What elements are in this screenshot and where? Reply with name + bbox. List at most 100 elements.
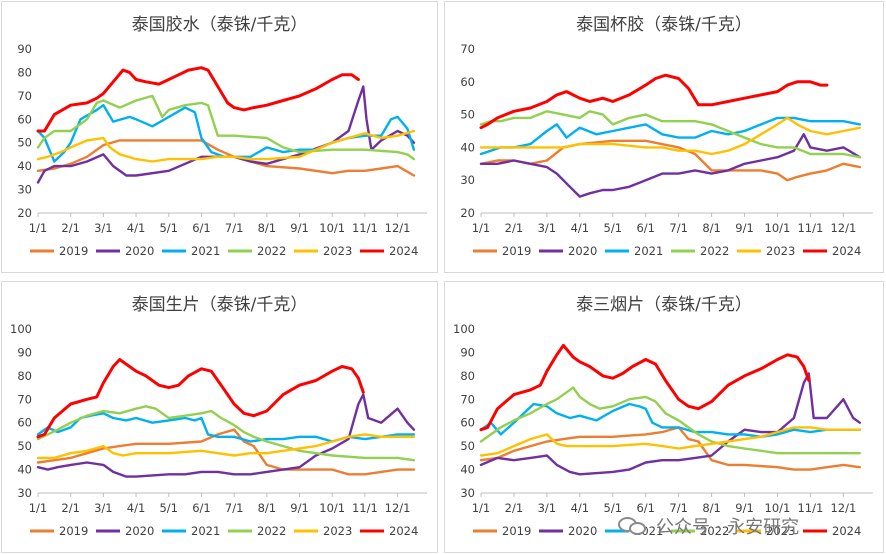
legend-label-2019: 2019 bbox=[502, 524, 531, 538]
x-tick-label: 10/1 bbox=[765, 221, 791, 235]
x-tick-label: 5/1 bbox=[604, 221, 623, 235]
legend-label-2019: 2019 bbox=[59, 524, 88, 538]
watermark: 公众号 · 永安研究 bbox=[618, 508, 880, 544]
series-line-2023 bbox=[36, 129, 416, 163]
series-line-2019 bbox=[479, 139, 861, 182]
x-tick-label: 9/1 bbox=[290, 221, 309, 235]
x-tick-label: 8/1 bbox=[702, 221, 721, 235]
chart-svg: 泰国生片（泰铢/千克） 30 40 50 60 70 80 90 100 1/1 2/1 3/1 4/1… bbox=[10, 295, 427, 538]
series-line-2020 bbox=[479, 133, 861, 198]
y-tick-label: 50 bbox=[17, 439, 32, 453]
series-line-2019 bbox=[36, 428, 416, 476]
chart-panel-glue: 泰国胶水（泰铢/千克） 20 30 40 50 60 70 80 90 1/1 2/1 3/1 4/1 5… bbox=[1, 1, 438, 273]
y-tick-label: 30 bbox=[460, 486, 475, 500]
series-line-2022 bbox=[36, 94, 416, 161]
y-tick-label: 30 bbox=[17, 486, 32, 500]
legend-label-2024: 2024 bbox=[389, 244, 418, 258]
y-tick-label: 60 bbox=[17, 416, 32, 430]
x-tick-label: 4/1 bbox=[571, 221, 590, 235]
x-tick-label: 11/1 bbox=[797, 221, 823, 235]
legend-label-2024: 2024 bbox=[832, 524, 861, 538]
x-tick-label: 6/1 bbox=[192, 221, 211, 235]
y-tick-label: 40 bbox=[17, 463, 32, 477]
x-tick-label: 7/1 bbox=[669, 221, 688, 235]
x-tick-label: 4/1 bbox=[127, 501, 146, 515]
legend-label-2019: 2019 bbox=[502, 244, 531, 258]
x-tick-label: 9/1 bbox=[735, 501, 754, 515]
y-tick-label: 90 bbox=[17, 345, 32, 359]
x-tick-label: 12/1 bbox=[385, 221, 411, 235]
x-tick-label: 1/1 bbox=[29, 501, 48, 515]
x-tick-label: 10/1 bbox=[319, 501, 345, 515]
x-tick-label: 8/1 bbox=[258, 221, 277, 235]
x-tick-label: 6/1 bbox=[636, 221, 655, 235]
x-tick-label: 7/1 bbox=[669, 501, 688, 515]
series-line-2023 bbox=[36, 433, 416, 460]
y-tick-label: 20 bbox=[17, 206, 32, 220]
series-line-2021 bbox=[479, 402, 861, 439]
legend-label-2022: 2022 bbox=[257, 244, 286, 258]
y-tick-label: 70 bbox=[460, 392, 475, 406]
y-tick-label: 60 bbox=[17, 112, 32, 126]
y-tick-label: 90 bbox=[460, 345, 475, 359]
x-tick-label: 3/1 bbox=[94, 221, 113, 235]
series-line-2019 bbox=[36, 139, 416, 177]
x-tick-label: 2/1 bbox=[505, 221, 524, 235]
chart-panel-rss3: 泰三烟片（泰铢/千克） 30 40 50 60 70 80 90 100 1/1 2/1 3/1 4/1… bbox=[444, 281, 884, 553]
x-tick-label: 2/1 bbox=[505, 501, 524, 515]
legend-label-2024: 2024 bbox=[832, 244, 861, 258]
series-line-2023 bbox=[479, 116, 861, 156]
x-tick-label: 9/1 bbox=[735, 221, 754, 235]
x-tick-label: 1/1 bbox=[29, 221, 48, 235]
x-tick-label: 2/1 bbox=[61, 221, 80, 235]
x-tick-label: 12/1 bbox=[830, 221, 856, 235]
y-tick-label: 80 bbox=[17, 369, 32, 383]
legend-label-2020: 2020 bbox=[125, 244, 154, 258]
x-tick-label: 6/1 bbox=[192, 501, 211, 515]
legend-label-2020: 2020 bbox=[125, 524, 154, 538]
legend-label-2021: 2021 bbox=[634, 244, 663, 258]
y-tick-label: 100 bbox=[453, 322, 475, 336]
x-tick-label: 12/1 bbox=[830, 501, 856, 515]
legend-label-2020: 2020 bbox=[568, 244, 597, 258]
wechat-icon bbox=[618, 514, 648, 538]
legend-label-2021: 2021 bbox=[191, 524, 220, 538]
x-tick-label: 8/1 bbox=[258, 501, 277, 515]
x-tick-label: 3/1 bbox=[538, 501, 557, 515]
x-tick-label: 3/1 bbox=[94, 501, 113, 515]
y-tick-label: 70 bbox=[17, 392, 32, 406]
legend-label-2019: 2019 bbox=[59, 244, 88, 258]
x-tick-label: 8/1 bbox=[702, 501, 721, 515]
chart-title: 泰国生片（泰铢/千克） bbox=[132, 295, 308, 315]
y-tick-label: 60 bbox=[460, 416, 475, 430]
y-tick-label: 50 bbox=[460, 439, 475, 453]
x-tick-label: 6/1 bbox=[636, 501, 655, 515]
y-tick-label: 20 bbox=[460, 206, 475, 220]
y-tick-label: 60 bbox=[460, 75, 475, 89]
y-tick-label: 100 bbox=[10, 322, 32, 336]
watermark-text: 公众号 · 永安研究 bbox=[656, 517, 800, 538]
y-tick-label: 40 bbox=[460, 140, 475, 154]
chart-svg: 泰国杯胶（泰铢/千克） 20 30 40 50 60 70 1/1 2/1 3/1 4/1 5/1 6/… bbox=[460, 15, 873, 258]
series-line-2021 bbox=[36, 412, 416, 443]
series-line-2020 bbox=[36, 393, 416, 478]
x-tick-label: 7/1 bbox=[225, 221, 244, 235]
x-tick-label: 9/1 bbox=[290, 501, 309, 515]
x-tick-label: 7/1 bbox=[225, 501, 244, 515]
y-tick-label: 70 bbox=[460, 42, 475, 56]
chart-panel-cup-lump: 泰国杯胶（泰铢/千克） 20 30 40 50 60 70 1/1 2/1 3/1 4/1 5/1 6/… bbox=[444, 1, 884, 273]
series-line-2021 bbox=[36, 103, 416, 163]
y-tick-label: 80 bbox=[460, 369, 475, 383]
legend-label-2021: 2021 bbox=[191, 244, 220, 258]
y-tick-label: 70 bbox=[17, 89, 32, 103]
series-line-2023 bbox=[479, 426, 861, 457]
legend-label-2024: 2024 bbox=[389, 524, 418, 538]
y-tick-label: 80 bbox=[17, 65, 32, 79]
x-tick-label: 2/1 bbox=[61, 501, 80, 515]
legend-label-2023: 2023 bbox=[323, 244, 352, 258]
y-tick-label: 90 bbox=[17, 42, 32, 56]
y-tick-label: 50 bbox=[17, 136, 32, 150]
x-tick-label: 10/1 bbox=[319, 221, 345, 235]
y-tick-label: 40 bbox=[17, 159, 32, 173]
x-tick-label: 5/1 bbox=[159, 221, 178, 235]
